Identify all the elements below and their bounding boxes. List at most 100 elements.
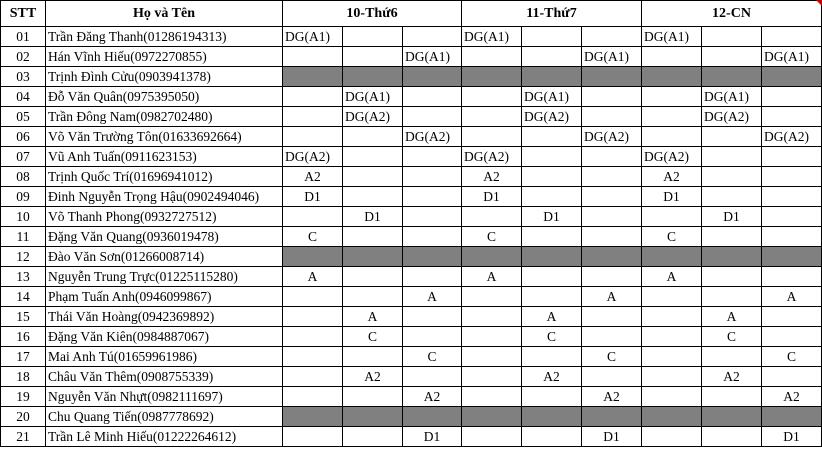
row-stt[interactable]: 03 <box>0 66 46 87</box>
schedule-cell[interactable]: C <box>701 326 762 347</box>
schedule-cell[interactable]: DG(A1) <box>461 26 522 47</box>
row-name[interactable]: Nguyễn Văn Nhựt(0982111697) <box>45 386 283 407</box>
row-name[interactable]: Chu Quang Tiến(0987778692) <box>45 406 283 427</box>
schedule-cell[interactable] <box>701 26 762 47</box>
schedule-cell[interactable] <box>521 146 582 167</box>
row-stt[interactable]: 05 <box>0 106 46 127</box>
schedule-cell[interactable]: DG(A2) <box>641 146 702 167</box>
schedule-cell[interactable] <box>402 326 462 347</box>
row-stt[interactable]: 07 <box>0 146 46 167</box>
schedule-cell[interactable]: DG(A2) <box>282 146 343 167</box>
schedule-cell[interactable] <box>701 166 762 187</box>
schedule-cell[interactable] <box>521 166 582 187</box>
row-stt[interactable]: 09 <box>0 186 46 207</box>
schedule-cell[interactable] <box>641 426 702 447</box>
schedule-cell[interactable] <box>282 306 343 327</box>
row-name[interactable]: Thái Văn Hoàng(0942369892) <box>45 306 283 327</box>
schedule-cell[interactable] <box>461 426 522 447</box>
row-stt[interactable]: 18 <box>0 366 46 387</box>
row-name[interactable]: Trần Đông Nam(0982702480) <box>45 106 283 127</box>
schedule-cell[interactable] <box>581 266 642 287</box>
schedule-cell[interactable] <box>282 46 343 67</box>
schedule-cell[interactable] <box>342 266 403 287</box>
schedule-cell[interactable] <box>461 286 522 307</box>
schedule-cell[interactable]: A <box>342 306 403 327</box>
schedule-cell[interactable] <box>521 26 582 47</box>
schedule-cell[interactable]: A <box>581 286 642 307</box>
schedule-cell[interactable] <box>521 386 582 407</box>
schedule-cell[interactable] <box>521 286 582 307</box>
schedule-cell[interactable] <box>761 66 822 87</box>
schedule-cell[interactable]: A2 <box>282 166 343 187</box>
schedule-cell[interactable]: D1 <box>641 186 702 207</box>
schedule-cell[interactable] <box>402 186 462 207</box>
schedule-cell[interactable]: A <box>461 266 522 287</box>
schedule-cell[interactable] <box>342 146 403 167</box>
schedule-cell[interactable] <box>641 86 702 107</box>
schedule-cell[interactable]: D1 <box>282 186 343 207</box>
schedule-cell[interactable] <box>641 206 702 227</box>
row-name[interactable]: Võ Văn Trường Tôn(01633692664) <box>45 126 283 147</box>
schedule-cell[interactable] <box>701 146 762 167</box>
schedule-cell[interactable] <box>641 326 702 347</box>
schedule-cell[interactable]: D1 <box>581 426 642 447</box>
schedule-cell[interactable] <box>342 226 403 247</box>
schedule-cell[interactable] <box>641 366 702 387</box>
schedule-cell[interactable] <box>402 66 462 87</box>
schedule-cell[interactable] <box>761 326 822 347</box>
schedule-cell[interactable] <box>701 406 762 427</box>
schedule-cell[interactable] <box>282 386 343 407</box>
schedule-cell[interactable] <box>581 186 642 207</box>
schedule-cell[interactable] <box>342 246 403 267</box>
schedule-cell[interactable]: A2 <box>701 366 762 387</box>
schedule-cell[interactable] <box>342 126 403 147</box>
schedule-cell[interactable]: A <box>282 266 343 287</box>
row-stt[interactable]: 16 <box>0 326 46 347</box>
row-name[interactable]: Nguyễn Trung Trực(01225115280) <box>45 266 283 287</box>
schedule-cell[interactable] <box>282 106 343 127</box>
schedule-cell[interactable] <box>581 366 642 387</box>
row-stt[interactable]: 15 <box>0 306 46 327</box>
schedule-cell[interactable]: DG(A1) <box>521 86 582 107</box>
schedule-cell[interactable]: D1 <box>521 206 582 227</box>
schedule-cell[interactable]: A <box>641 266 702 287</box>
row-stt[interactable]: 14 <box>0 286 46 307</box>
row-name[interactable]: Trần Đăng Thanh(01286194313) <box>45 26 283 47</box>
schedule-cell[interactable] <box>402 246 462 267</box>
schedule-cell[interactable]: A2 <box>521 366 582 387</box>
schedule-cell[interactable] <box>461 206 522 227</box>
schedule-cell[interactable] <box>282 206 343 227</box>
schedule-cell[interactable] <box>282 366 343 387</box>
schedule-cell[interactable]: DG(A2) <box>521 106 582 127</box>
schedule-cell[interactable] <box>581 106 642 127</box>
schedule-cell[interactable] <box>761 186 822 207</box>
row-name[interactable]: Đỗ Văn Quân(0975395050) <box>45 86 283 107</box>
schedule-cell[interactable] <box>461 246 522 267</box>
schedule-cell[interactable]: D1 <box>461 186 522 207</box>
schedule-cell[interactable] <box>402 26 462 47</box>
schedule-cell[interactable] <box>342 46 403 67</box>
schedule-cell[interactable] <box>402 166 462 187</box>
schedule-cell[interactable]: DG(A1) <box>402 46 462 67</box>
schedule-cell[interactable] <box>761 366 822 387</box>
schedule-cell[interactable]: D1 <box>701 206 762 227</box>
schedule-cell[interactable] <box>761 306 822 327</box>
schedule-cell[interactable] <box>521 266 582 287</box>
schedule-cell[interactable] <box>701 226 762 247</box>
row-name[interactable]: Vũ Anh Tuấn(0911623153) <box>45 146 283 167</box>
schedule-cell[interactable] <box>641 66 702 87</box>
schedule-cell[interactable] <box>461 106 522 127</box>
schedule-cell[interactable]: C <box>641 226 702 247</box>
schedule-cell[interactable]: DG(A2) <box>402 126 462 147</box>
schedule-cell[interactable] <box>282 246 343 267</box>
schedule-cell[interactable] <box>282 426 343 447</box>
schedule-cell[interactable] <box>521 186 582 207</box>
schedule-cell[interactable] <box>342 26 403 47</box>
row-stt[interactable]: 06 <box>0 126 46 147</box>
schedule-cell[interactable] <box>342 286 403 307</box>
schedule-cell[interactable] <box>701 126 762 147</box>
schedule-cell[interactable] <box>461 326 522 347</box>
schedule-cell[interactable] <box>581 326 642 347</box>
schedule-cell[interactable] <box>521 246 582 267</box>
schedule-cell[interactable] <box>761 106 822 127</box>
